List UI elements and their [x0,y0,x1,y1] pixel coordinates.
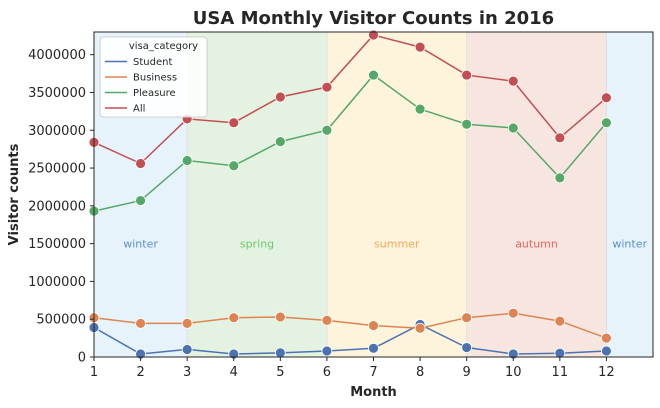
legend-title: visa_category [129,41,198,52]
data-point-student [181,344,193,355]
data-point-student [601,345,612,357]
x-tick-label: 10 [505,365,522,380]
chart-title: USA Monthly Visitor Counts in 2016 [193,8,554,29]
legend-label-pleasure: Pleasure [133,88,176,99]
series-line-student [93,323,607,355]
season-label-winter: winter [612,238,647,251]
x-tick-label: 4 [230,365,238,380]
data-point-pleasure [414,103,426,115]
y-tick-label: 0 [78,351,86,366]
data-point-business [554,315,566,327]
data-point-pleasure [507,122,519,134]
data-point-pleasure [135,195,146,206]
data-point-pleasure [228,160,240,172]
data-point-business [414,322,426,334]
season-label-autumn: autumn [515,238,558,251]
data-point-pleasure [181,155,193,166]
data-point-all [507,75,519,87]
season-band-autumn [466,32,607,357]
x-tick-label: 6 [323,365,331,380]
data-point-business [461,312,473,324]
data-point-business [274,311,286,323]
y-axis-ticks: 0 500000 1000000 1500000 2000000 2500000 30000… [28,48,94,366]
season-band-winter [606,32,653,357]
y-axis-label: Visitor counts [7,143,22,245]
data-point-student [368,342,379,354]
data-point-pleasure [461,118,473,130]
y-tick-label: 1000000 [28,275,86,290]
data-point-student [321,345,333,357]
legend-label-all: All [133,104,145,115]
data-point-all [135,158,146,169]
season-label-summer: summer [374,238,420,251]
data-point-student [461,342,473,353]
y-tick-label: 3500000 [28,86,86,101]
series-line-pleasure [93,74,607,212]
data-point-all [461,69,473,81]
series-line-business [93,312,607,339]
data-point-business [368,320,379,332]
legend-label-student: Student [133,57,172,68]
x-tick-label: 12 [598,365,615,380]
season-label-winter: winter [123,238,158,251]
x-tick-label: 7 [369,365,377,380]
series-lines [88,29,612,360]
data-point-business [321,314,333,326]
y-tick-label: 3000000 [28,124,86,139]
data-point-business [601,332,612,344]
data-point-business [228,312,240,324]
data-point-all [368,29,379,41]
x-axis-ticks: 1 2 3 4 5 6 7 8 9 10 11 12 [90,357,615,380]
legend-label-business: Business [133,73,177,84]
x-tick-label: 11 [552,365,569,380]
season-band-summer [326,32,467,357]
data-point-pleasure [368,69,379,81]
data-point-pleasure [274,136,286,147]
y-tick-label: 1500000 [28,237,86,252]
y-tick-label: 2000000 [28,199,86,214]
data-point-all [228,117,240,129]
data-point-all [321,81,333,93]
data-point-pleasure [601,117,612,129]
season-label-spring: spring [240,238,274,251]
x-tick-label: 9 [463,365,471,380]
x-tick-label: 8 [416,365,424,380]
season-band-spring [187,32,327,357]
data-point-pleasure [321,124,333,136]
data-point-all [414,41,426,53]
season-bands: winter spring summer autumn winter [94,32,653,357]
data-point-all [601,92,612,104]
x-axis-label: Month [350,385,397,400]
data-point-business [507,307,519,319]
data-point-all [274,91,286,103]
x-tick-label: 3 [183,365,191,380]
y-tick-label: 500000 [36,313,86,328]
data-point-pleasure [554,172,566,184]
y-tick-label: 4000000 [28,48,86,63]
legend: visa_category Student Business Pleasure All [99,36,208,118]
y-tick-label: 2500000 [28,162,86,177]
x-tick-label: 2 [136,365,144,380]
data-point-business [135,317,146,329]
data-point-student [274,347,286,359]
series-line-all [93,34,607,165]
data-point-business [181,317,193,329]
x-tick-label: 1 [90,365,98,380]
legend-box [99,36,208,118]
x-tick-label: 5 [276,365,284,380]
data-point-all [554,132,566,144]
